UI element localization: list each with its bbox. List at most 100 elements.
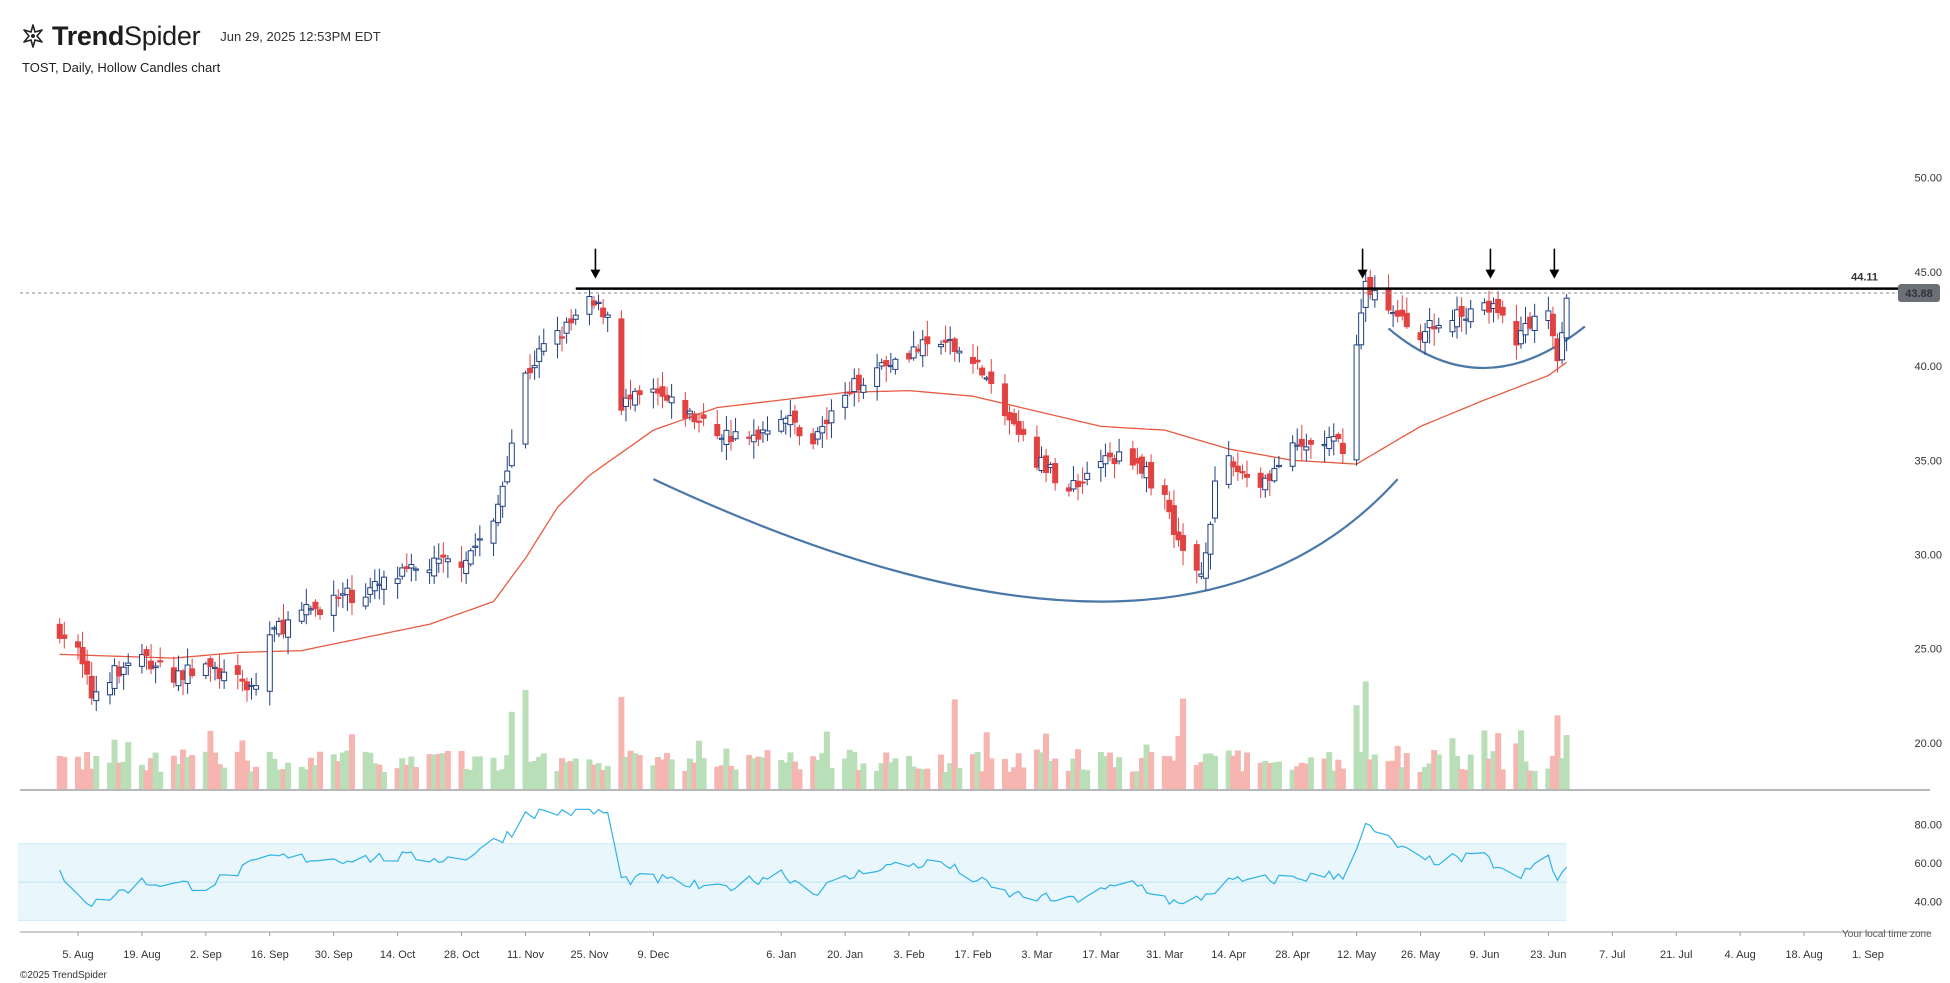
volume-bar [1330, 770, 1337, 790]
x-tick-label: 17. Mar [1082, 949, 1120, 961]
volume-bar [435, 753, 442, 790]
price-tick-label: 45.00 [1914, 267, 1942, 279]
down-arrow-head-icon [1549, 269, 1560, 279]
candle-body [1230, 461, 1237, 468]
candle-body [490, 520, 497, 544]
candle-body [79, 647, 86, 665]
volume-bar [979, 771, 986, 790]
candle-body [221, 671, 228, 682]
volume-bar [1075, 749, 1082, 790]
volume-bar [1303, 763, 1310, 790]
candle-body [495, 503, 502, 524]
price-tick-label: 25.00 [1914, 644, 1942, 656]
volume-bar [1289, 769, 1296, 790]
candle-body [600, 307, 607, 318]
volume-bar [522, 689, 529, 790]
volume-bar [974, 752, 981, 790]
volume-bar [495, 770, 502, 790]
candle-body [563, 321, 570, 334]
candle-body [472, 545, 479, 548]
rsi-tick-label: 60.00 [1914, 858, 1942, 870]
volume-bar [842, 758, 849, 790]
candle-body [394, 578, 401, 584]
volume-bar [947, 763, 954, 790]
x-tick-label: 16. Sep [251, 949, 289, 961]
volume-bar [746, 755, 753, 790]
candle-body [463, 559, 470, 575]
volume-bar [659, 759, 666, 790]
volume-bar [1180, 698, 1187, 790]
candle-body [924, 336, 931, 345]
candle-body [1353, 344, 1360, 461]
volume-bar [348, 734, 355, 790]
candle-body [1129, 448, 1136, 466]
volume-bar [56, 755, 63, 790]
candle-body [951, 338, 958, 352]
volume-bar [239, 740, 246, 790]
candle-body [157, 660, 164, 663]
volume-bar [664, 753, 671, 790]
volume-bar [1266, 763, 1273, 790]
volume-bar [595, 763, 602, 790]
volume-bar [367, 752, 374, 790]
candle-body [732, 431, 739, 440]
volume-bar [93, 755, 100, 790]
volume-bar [1435, 754, 1442, 790]
volume-bar [892, 758, 899, 790]
volume-bar [540, 753, 547, 790]
volume-bar [376, 764, 383, 790]
copyright: ©2025 TrendSpider [20, 970, 107, 981]
volume-bar [1020, 767, 1027, 790]
volume-bar [627, 750, 634, 790]
candle-body [120, 666, 127, 675]
volume-bar [572, 758, 579, 790]
candle-body [1426, 320, 1433, 329]
x-tick-label: 4. Aug [1725, 949, 1756, 961]
volume-bar [1006, 771, 1013, 790]
volume-bar [170, 755, 177, 790]
candle-body [819, 425, 826, 434]
volume-bar [285, 762, 292, 790]
candle-body [696, 420, 703, 423]
volume-bar [1116, 757, 1123, 790]
brand-logo-text: TrendSpider [52, 20, 201, 51]
candle-body [1559, 332, 1566, 361]
volume-bar [152, 752, 159, 790]
candle-body [348, 589, 355, 604]
x-tick-label: 7. Jul [1599, 949, 1625, 961]
volume-bar [632, 753, 639, 790]
last-price-badge [1898, 283, 1940, 302]
volume-bar [1193, 765, 1200, 790]
volume-bar [463, 768, 470, 790]
cup-arc [652, 478, 1399, 603]
volume-bar [380, 771, 387, 790]
candle-body [942, 339, 949, 343]
candle-body [874, 367, 881, 387]
candle-body [938, 343, 945, 348]
volume-bar [1422, 766, 1429, 790]
candle-body [883, 360, 890, 367]
candle-body [988, 371, 995, 385]
candle-body [1435, 325, 1442, 329]
candle-body [1097, 461, 1104, 469]
volume-bar [184, 757, 191, 790]
volume-bar [983, 732, 990, 790]
volume-bar [1490, 751, 1497, 790]
volume-bar [650, 765, 657, 790]
candle-body [1106, 452, 1113, 458]
x-tick-label: 9. Jun [1469, 949, 1499, 961]
volume-bar [1458, 769, 1465, 790]
volume-bar [1084, 770, 1091, 790]
volume-bar [1499, 769, 1506, 790]
price-tick-label: 40.00 [1914, 361, 1942, 373]
volume-bar [248, 771, 255, 790]
volume-bar [828, 767, 835, 790]
volume-bar [508, 711, 515, 790]
candle-body [1271, 468, 1278, 482]
volume-bar [1362, 681, 1369, 790]
candle-body [148, 660, 155, 670]
volume-bar [1111, 767, 1118, 790]
candle-body [125, 662, 132, 666]
volume-bar [727, 765, 734, 790]
